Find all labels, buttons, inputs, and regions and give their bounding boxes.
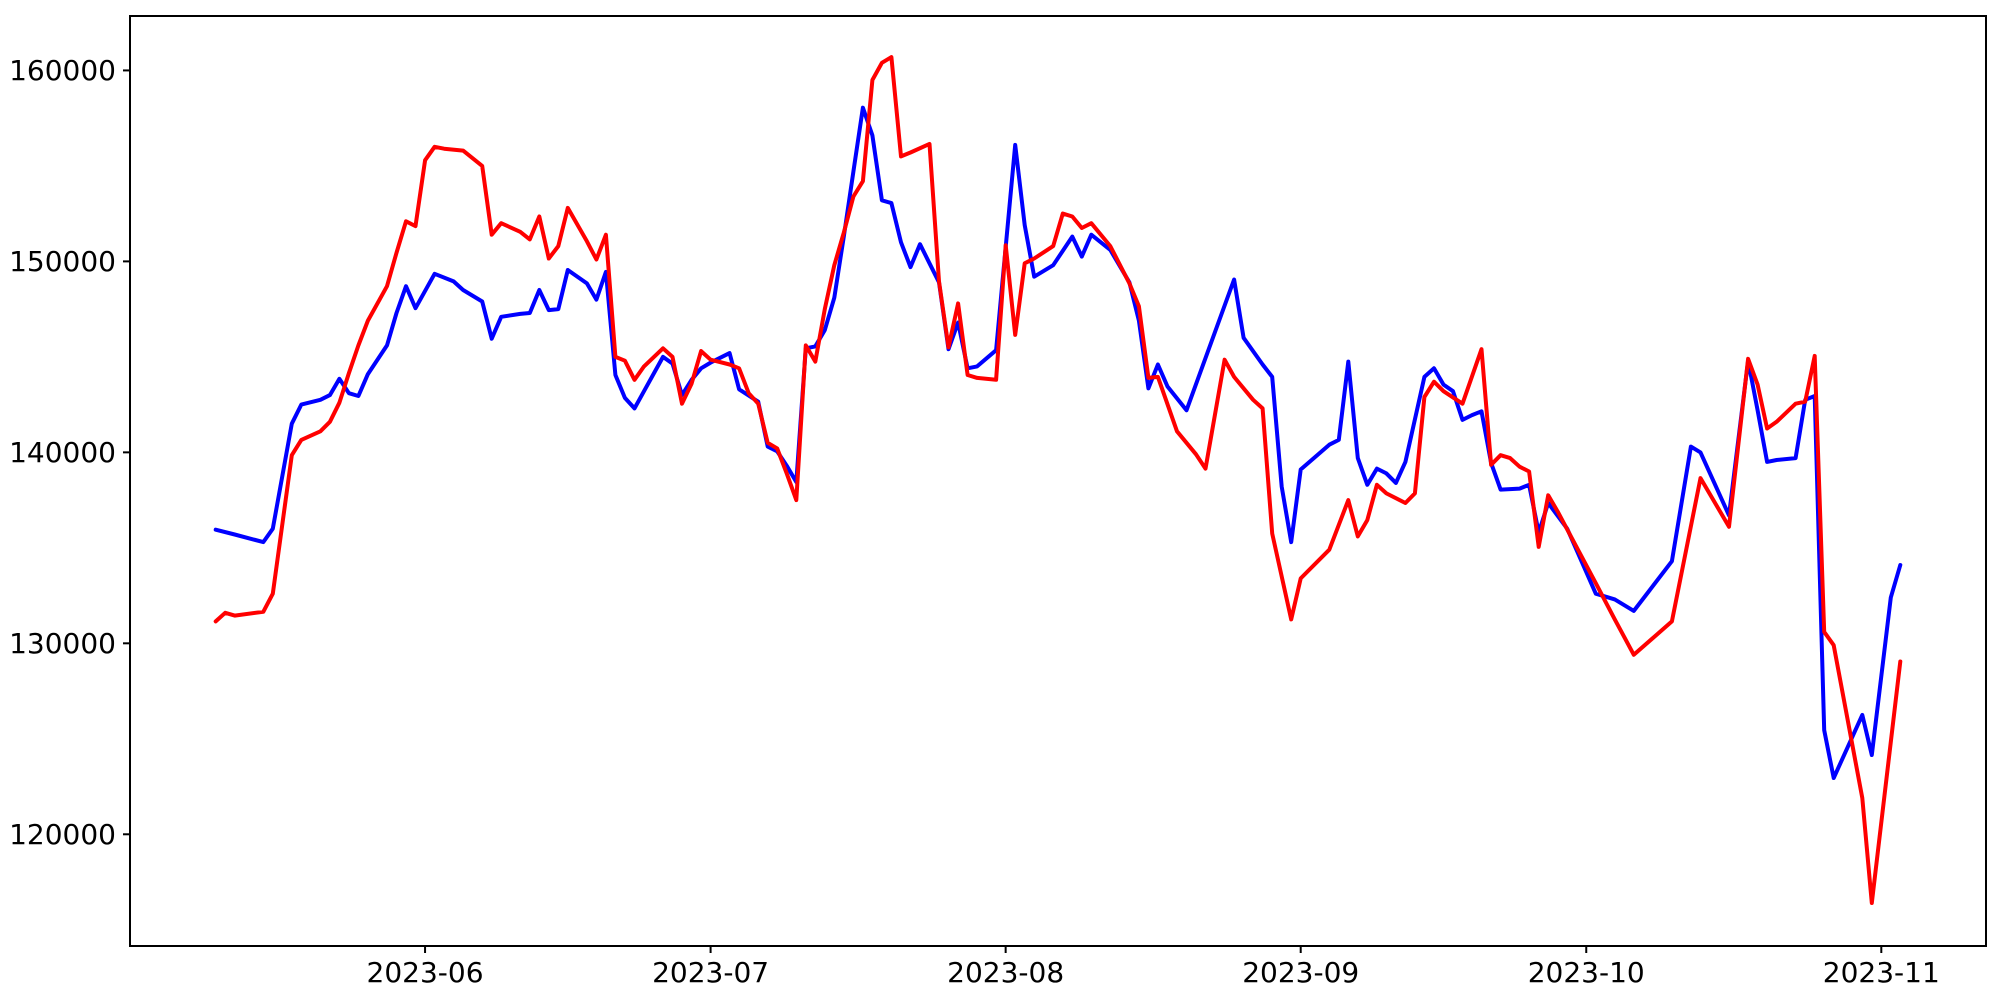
y-tick-label: 130000 xyxy=(9,627,116,660)
red-series-line xyxy=(213,55,1903,905)
y-tick-label: 140000 xyxy=(9,436,116,469)
x-tick-label: 2023-11 xyxy=(1823,956,1940,989)
y-tick-label: 150000 xyxy=(9,245,116,278)
x-tick-label: 2023-09 xyxy=(1242,956,1359,989)
x-tick-label: 2023-06 xyxy=(367,956,484,989)
plot-border xyxy=(129,15,1987,947)
y-tick-label: 160000 xyxy=(9,54,116,87)
x-tick-label: 2023-08 xyxy=(947,956,1064,989)
x-tick-label: 2023-10 xyxy=(1528,956,1645,989)
x-tick-label: 2023-07 xyxy=(652,956,769,989)
y-tick-label: 120000 xyxy=(9,818,116,851)
